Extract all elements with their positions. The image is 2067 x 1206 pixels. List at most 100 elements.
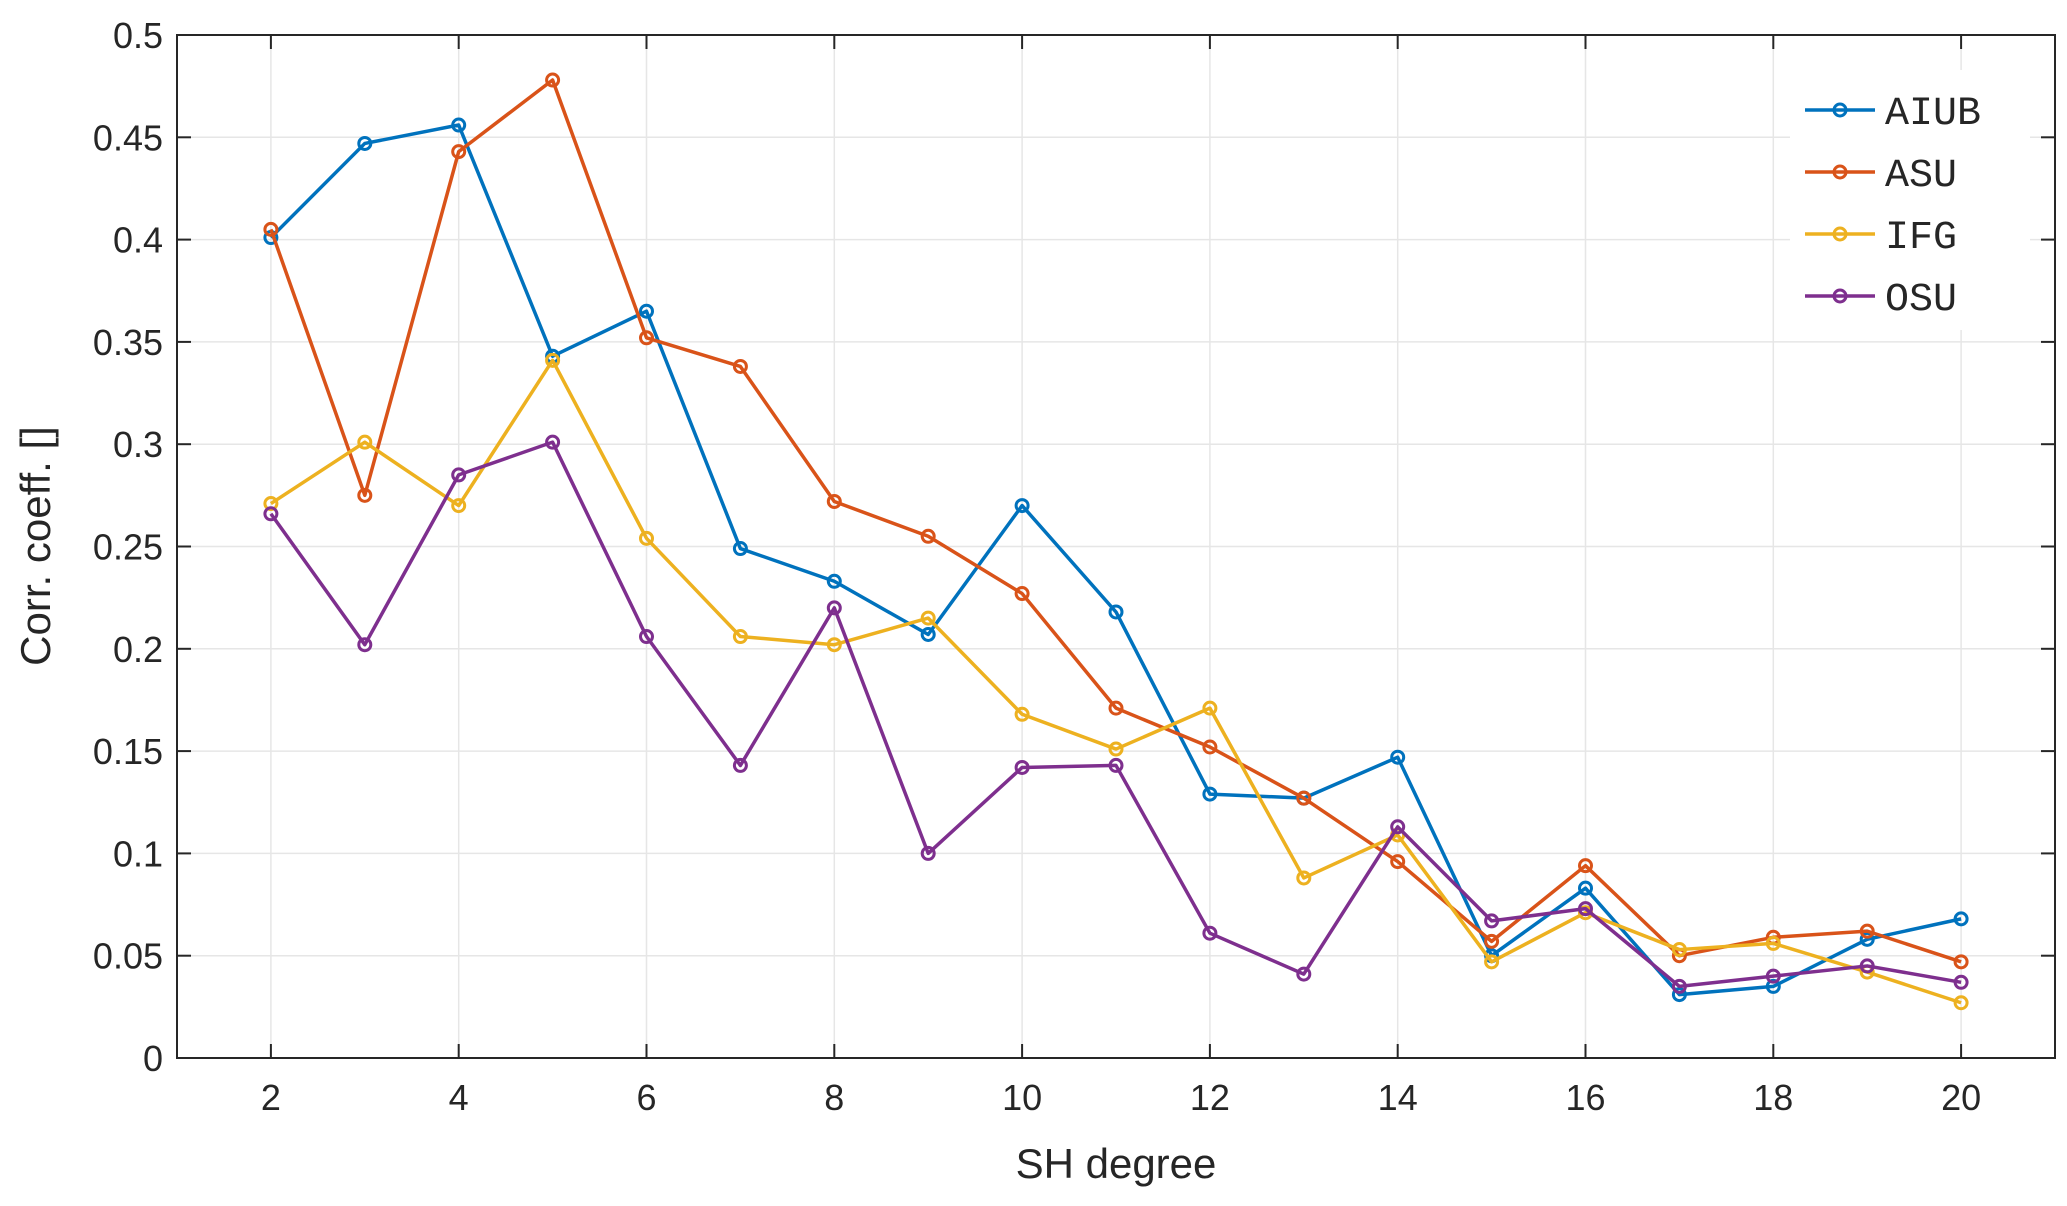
data-point [639, 629, 654, 645]
legend: AIUB ASU IFG OSU [1790, 70, 2030, 330]
data-point [1953, 954, 1969, 970]
data-point [1765, 968, 1781, 984]
data-point [920, 610, 936, 626]
x-tick-label: 2 [261, 1077, 281, 1118]
data-point [1953, 911, 1969, 927]
data-point [1202, 925, 1218, 941]
data-point [826, 493, 842, 509]
x-tick-label: 18 [1753, 1077, 1793, 1118]
data-point [826, 637, 842, 653]
legend-label: OSU [1885, 278, 1957, 323]
data-point [263, 496, 279, 512]
grid [177, 34, 2055, 1059]
legend-label: AIUB [1885, 92, 1981, 137]
legend-entry: AIUB [1805, 92, 1981, 137]
legend-box [1790, 70, 2030, 330]
y-tick-label: 0.5 [113, 15, 163, 56]
x-axis-title: SH degree [1016, 1140, 1217, 1187]
legend-marker [1832, 288, 1848, 304]
data-point [639, 303, 654, 319]
data-point [920, 845, 936, 861]
data-point [732, 358, 748, 374]
series-line [269, 123, 1962, 997]
x-tick-label: 14 [1378, 1077, 1418, 1118]
data-point [357, 135, 373, 151]
data-point [732, 541, 748, 557]
data-point [357, 487, 373, 503]
data-point [1202, 786, 1218, 802]
data-point [1484, 913, 1500, 929]
x-tick-label: 12 [1190, 1077, 1230, 1118]
data-point [357, 434, 373, 450]
data-point [1108, 604, 1124, 620]
y-tick-label: 0.4 [113, 220, 163, 261]
data-point [1671, 978, 1687, 994]
legend-entry: OSU [1805, 278, 1957, 323]
x-tick-label: 6 [636, 1077, 656, 1118]
data-point [1671, 987, 1687, 1003]
data-point [451, 144, 467, 160]
data-point [1765, 935, 1781, 951]
data-point [1014, 759, 1030, 775]
data-point [1296, 870, 1312, 886]
data-point [1390, 819, 1406, 835]
data-point [1296, 966, 1312, 982]
y-tick-label: 0.3 [113, 424, 163, 465]
x-tick-label: 8 [824, 1077, 844, 1118]
data-point [1859, 958, 1875, 974]
data-point [451, 117, 467, 133]
data-point [1859, 931, 1875, 947]
series-line [269, 78, 1962, 964]
data-point [1390, 854, 1406, 870]
data-point [1578, 880, 1593, 896]
data-point [1578, 858, 1593, 874]
axis-ticks: 2 4 6 8 10 12 14 16 18 20 0 0.05 0.1 0.15 0.2 0.25 0.3 0.… [93, 15, 2055, 1118]
y-tick-label: 0.15 [93, 731, 163, 772]
data-point [1202, 739, 1218, 755]
legend-marker [1832, 226, 1848, 242]
data-point [639, 530, 654, 546]
data-point [1578, 901, 1593, 917]
data-point [263, 506, 279, 522]
y-tick-label: 0.1 [113, 833, 163, 874]
data-point [263, 221, 279, 237]
data-point [1484, 954, 1500, 970]
y-tick-label: 0.45 [93, 117, 163, 158]
series-group [263, 72, 1969, 1011]
data-point [1390, 749, 1406, 765]
y-tick-label: 0.25 [93, 527, 163, 568]
data-point [1859, 923, 1875, 939]
series-line [269, 358, 1962, 1005]
data-point [451, 467, 467, 483]
data-point [1953, 974, 1969, 990]
data-point [639, 330, 654, 346]
data-point [1484, 933, 1500, 949]
data-point [451, 498, 467, 514]
data-point [1108, 757, 1124, 773]
data-point [920, 626, 936, 642]
y-tick-label: 0.05 [93, 936, 163, 977]
data-point [545, 352, 561, 368]
data-point [357, 637, 373, 653]
y-axis-title: Corr. coeff. [] [12, 426, 59, 666]
legend-label: ASU [1885, 154, 1957, 199]
data-point [826, 600, 842, 616]
x-tick-label: 16 [1565, 1077, 1605, 1118]
data-point [1108, 741, 1124, 757]
data-point [1014, 586, 1030, 602]
data-point [920, 528, 936, 544]
data-point [1765, 978, 1781, 994]
y-tick-label: 0.2 [113, 629, 163, 670]
legend-entry: IFG [1805, 216, 1957, 261]
data-point [1108, 700, 1124, 716]
series-line [269, 440, 1962, 989]
data-point [1671, 942, 1687, 958]
data-point [1202, 700, 1218, 716]
legend-label: IFG [1885, 216, 1957, 261]
series-asu [263, 72, 1969, 970]
x-tick-label: 20 [1941, 1077, 1981, 1118]
y-tick-label: 0 [143, 1038, 163, 1079]
data-point [1953, 995, 1969, 1011]
data-point [732, 757, 748, 773]
